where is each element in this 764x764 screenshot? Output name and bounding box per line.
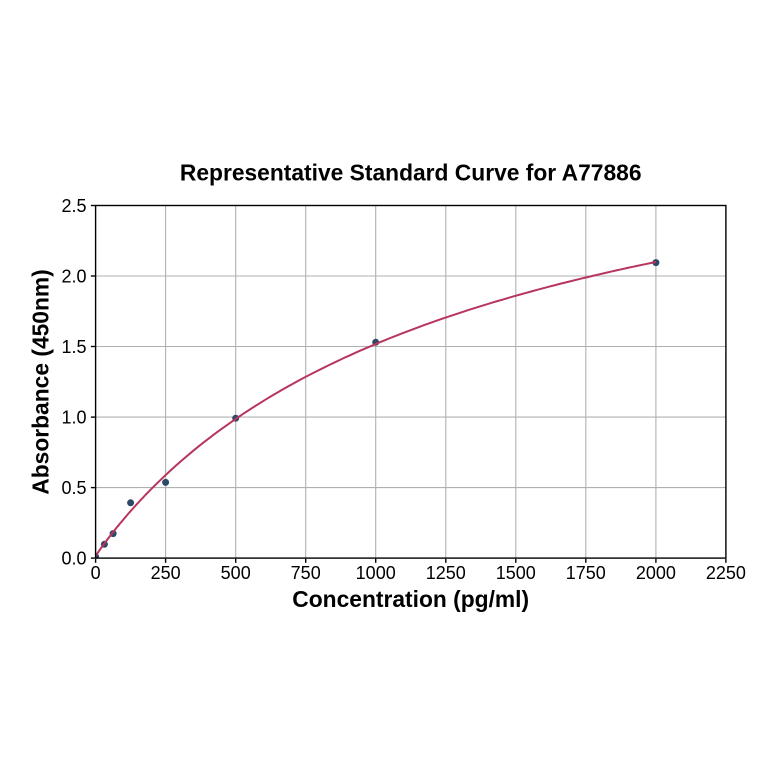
svg-text:2000: 2000 [636, 563, 676, 583]
svg-text:Representative Standard Curve: Representative Standard Curve for A77886 [180, 160, 642, 186]
svg-text:1250: 1250 [426, 563, 466, 583]
svg-text:250: 250 [151, 563, 181, 583]
svg-text:1750: 1750 [566, 563, 606, 583]
svg-text:0.0: 0.0 [61, 549, 86, 569]
svg-text:750: 750 [291, 563, 321, 583]
svg-text:0: 0 [91, 563, 101, 583]
svg-text:500: 500 [221, 563, 251, 583]
svg-text:Absorbance (450nm): Absorbance (450nm) [27, 269, 53, 495]
svg-text:2250: 2250 [706, 563, 746, 583]
svg-text:1000: 1000 [356, 563, 396, 583]
svg-text:2.5: 2.5 [61, 196, 86, 216]
svg-text:1.5: 1.5 [61, 337, 86, 357]
svg-text:0.5: 0.5 [61, 478, 86, 498]
svg-text:Concentration (pg/ml): Concentration (pg/ml) [292, 586, 529, 612]
svg-text:2.0: 2.0 [61, 266, 86, 286]
svg-text:1500: 1500 [496, 563, 536, 583]
svg-text:1.0: 1.0 [61, 408, 86, 428]
